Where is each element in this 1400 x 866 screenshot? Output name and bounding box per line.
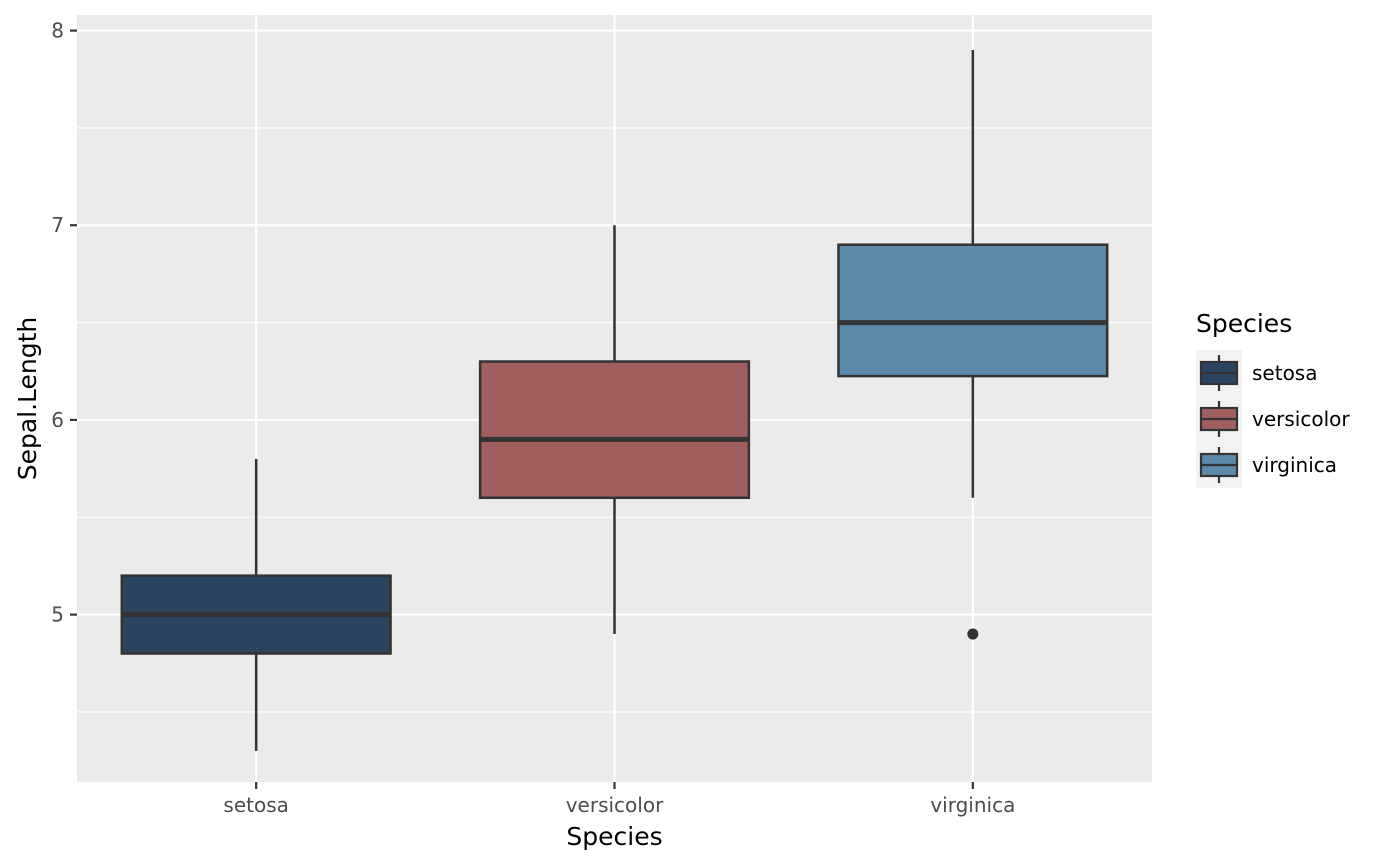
y-tick-label: 7 — [51, 213, 64, 237]
x-tick-label: versicolor — [566, 793, 664, 817]
legend-label: setosa — [1252, 361, 1317, 385]
box-setosa — [120, 458, 392, 751]
legend-label: versicolor — [1252, 407, 1350, 431]
boxes — [120, 50, 1109, 751]
y-tick-label: 6 — [51, 408, 64, 432]
legend-label: virginica — [1252, 453, 1337, 477]
box-iqr — [478, 360, 751, 500]
legend-item-versicolor: versicolor — [1196, 396, 1350, 442]
box-virginica — [837, 50, 1109, 640]
y-tick-label: 8 — [51, 19, 64, 43]
box-versicolor — [478, 225, 751, 635]
x-tick-label: virginica — [930, 793, 1015, 817]
outlier-point — [967, 628, 979, 640]
legend: Species setosa versicolor virginica — [1196, 309, 1350, 488]
legend-item-virginica: virginica — [1196, 442, 1337, 488]
axes: 5 6 7 8 setosa versicolor virginica — [51, 19, 1015, 817]
legend-title: Species — [1196, 309, 1292, 338]
legend-item-setosa: setosa — [1196, 350, 1317, 396]
y-tick-label: 5 — [51, 603, 64, 627]
x-tick-label: setosa — [223, 793, 288, 817]
x-axis-title: Species — [566, 822, 662, 851]
y-axis-title: Sepal.Length — [13, 317, 42, 481]
box-iqr — [837, 243, 1109, 378]
